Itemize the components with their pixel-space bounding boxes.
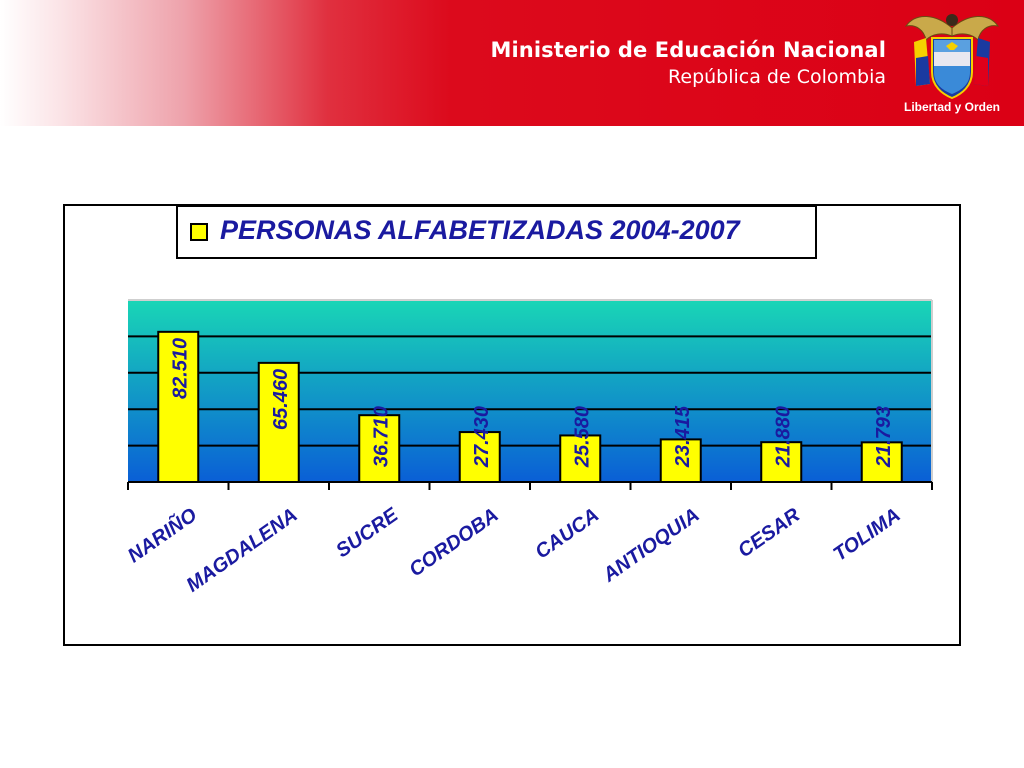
data-label: 36.710 bbox=[370, 406, 392, 467]
data-label: 65.460 bbox=[270, 369, 292, 430]
bar-cauca bbox=[559, 434, 602, 483]
data-label: 82.510 bbox=[169, 338, 191, 399]
motto-text: Libertad y Orden bbox=[903, 100, 1001, 114]
bar-antioquia bbox=[659, 438, 702, 484]
data-label: 21.880 bbox=[772, 406, 794, 468]
plot-area bbox=[128, 300, 932, 482]
bar-tolima bbox=[860, 441, 903, 483]
category-label: NARIÑO bbox=[123, 503, 201, 567]
data-label: 23.415 bbox=[672, 405, 694, 468]
category-label: TOLIMA bbox=[830, 504, 905, 566]
data-label: 21.793 bbox=[873, 406, 895, 468]
data-label: 25.580 bbox=[571, 406, 593, 468]
category-label: CESAR bbox=[734, 504, 804, 562]
colombia-coat-of-arms-icon bbox=[904, 14, 1000, 100]
header-banner: Ministerio de Educación Nacional Repúbli… bbox=[0, 0, 1024, 126]
ministry-block: Ministerio de Educación Nacional Repúbli… bbox=[490, 36, 886, 90]
bar-sucre bbox=[358, 414, 401, 484]
category-label: CAUCA bbox=[531, 504, 603, 563]
bar-magdalena bbox=[257, 361, 300, 483]
ministry-name: Ministerio de Educación Nacional bbox=[490, 38, 886, 62]
category-label: MAGDALENA bbox=[183, 504, 302, 597]
bar-nariño bbox=[157, 330, 200, 483]
bar-cordoba bbox=[458, 431, 501, 483]
category-label: ANTIOQUIA bbox=[598, 504, 703, 587]
data-label: 27.430 bbox=[471, 406, 493, 468]
legend-swatch bbox=[190, 223, 208, 241]
category-label: CORDOBA bbox=[405, 504, 502, 581]
legend-label: PERSONAS ALFABETIZADAS 2004-2007 bbox=[220, 215, 740, 245]
chart-legend: PERSONAS ALFABETIZADAS 2004-2007 bbox=[176, 205, 817, 259]
country-name: República de Colombia bbox=[668, 66, 886, 88]
category-label: SUCRE bbox=[332, 504, 403, 563]
bar-cesar bbox=[760, 441, 803, 484]
